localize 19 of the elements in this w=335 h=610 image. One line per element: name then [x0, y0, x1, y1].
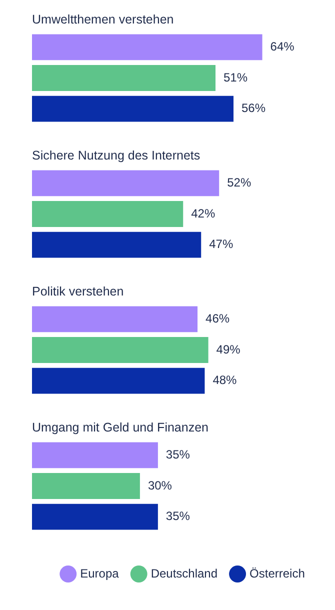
- legend-label: Deutschland: [150, 566, 218, 580]
- y-tick-label: Umgang mit Geld und Finanzen: [32, 420, 209, 434]
- data-label: 51%: [224, 70, 248, 84]
- data-label: 35%: [166, 509, 190, 524]
- y-tick-label: Politik verstehen: [32, 284, 124, 298]
- data-label: 56%: [241, 101, 266, 116]
- data-label: 30%: [148, 478, 172, 492]
- y-tick-label: Umweltthemen verstehen: [32, 12, 174, 26]
- data-label: 47%: [209, 237, 234, 252]
- data-label: 52%: [227, 175, 252, 190]
- data-label: 49%: [216, 342, 241, 356]
- y-tick-label: Sichere Nutzung des Internets: [32, 148, 200, 162]
- legend-label: Europa: [80, 566, 120, 580]
- data-label: 42%: [191, 206, 216, 220]
- data-label: 64%: [270, 39, 295, 54]
- legend-label: Österreich: [250, 566, 305, 580]
- data-label: 46%: [206, 311, 230, 326]
- data-label: 35%: [166, 447, 190, 462]
- data-label: 48%: [212, 373, 238, 388]
